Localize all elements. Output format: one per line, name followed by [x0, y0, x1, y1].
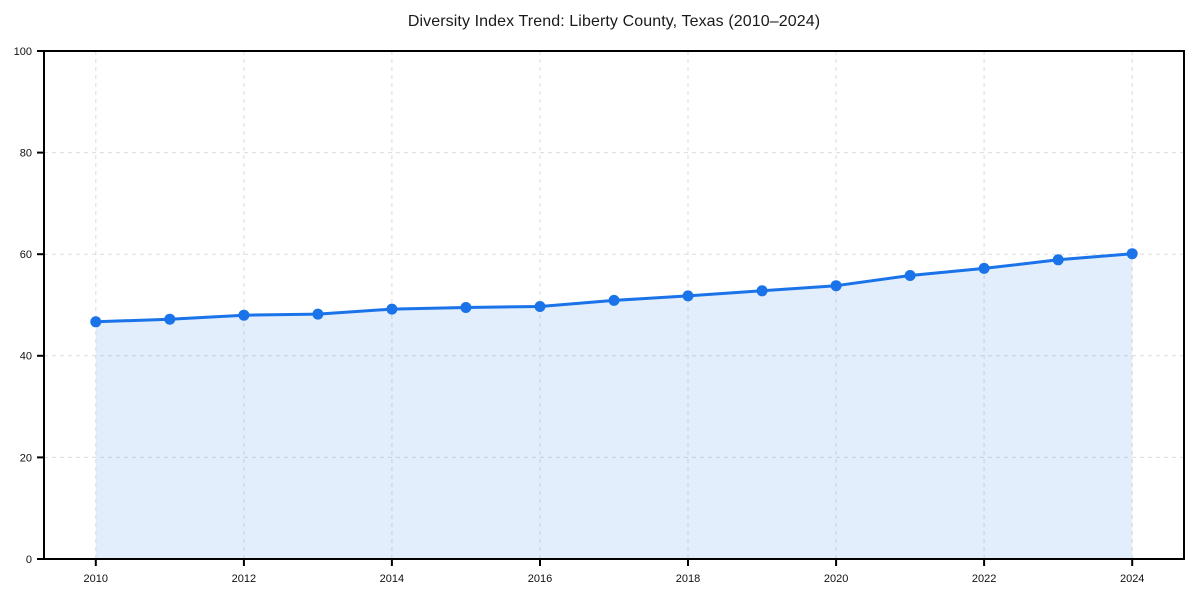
data-point-2017	[608, 294, 620, 306]
data-point-2010	[90, 316, 102, 328]
x-tick-label-2022: 2022	[972, 573, 996, 585]
data-point-2018	[682, 290, 694, 302]
x-tick-label-2018: 2018	[676, 573, 700, 585]
data-point-2024	[1126, 248, 1138, 260]
y-tick-label-100: 100	[14, 46, 32, 58]
y-tick-label-0: 0	[26, 554, 32, 566]
data-point-2022	[978, 262, 990, 274]
x-tick-label-2012: 2012	[232, 573, 256, 585]
x-tick-label-2024: 2024	[1120, 573, 1144, 585]
data-point-2012	[238, 309, 250, 321]
y-tick-label-20: 20	[20, 452, 32, 464]
plot-border	[43, 50, 1185, 560]
data-point-2016	[534, 301, 546, 312]
y-tick-label-60: 60	[20, 249, 32, 261]
data-point-2015	[460, 302, 472, 313]
chart-title: Diversity Index Trend: Liberty County, T…	[407, 13, 821, 30]
data-point-2019	[756, 285, 768, 297]
x-tick-label-2010: 2010	[84, 573, 108, 585]
data-point-2013	[312, 308, 324, 320]
data-point-2020	[830, 280, 842, 292]
x-tick-label-2014: 2014	[380, 573, 404, 585]
data-point-2011	[164, 313, 176, 325]
data-point-2021	[904, 270, 916, 281]
y-tick-label-40: 40	[20, 351, 32, 363]
x-tick-label-2016: 2016	[528, 573, 552, 585]
area-fill	[95, 253, 1133, 559]
x-tick-label-2020: 2020	[824, 573, 848, 585]
y-tick-label-80: 80	[20, 147, 32, 159]
data-point-2023	[1052, 254, 1064, 266]
data-point-2014	[386, 303, 398, 315]
